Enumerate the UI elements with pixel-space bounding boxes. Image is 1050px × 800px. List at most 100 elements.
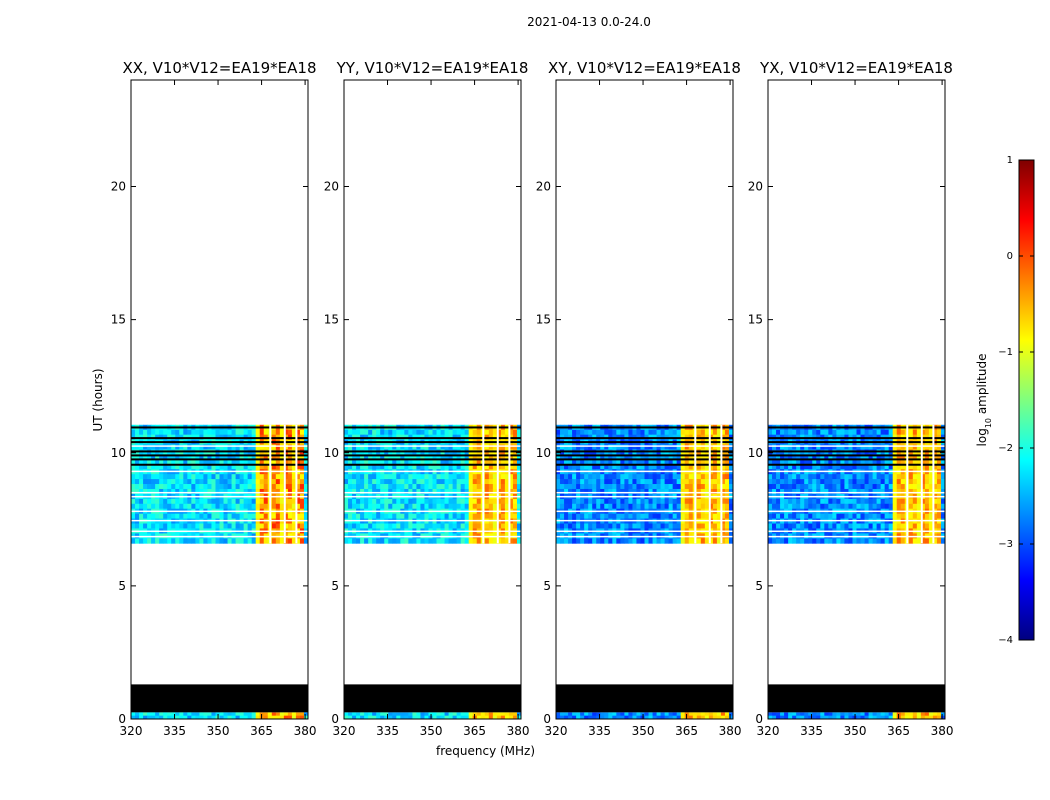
- heatmap-cell: [251, 459, 257, 465]
- heatmap-cell: [291, 488, 297, 495]
- heatmap-cell: [215, 459, 220, 465]
- gap-line: [131, 510, 308, 513]
- heatmap-cell: [243, 444, 249, 450]
- heatmap-cell: [191, 498, 196, 505]
- heatmap-cell: [844, 459, 849, 465]
- heatmap-cell: [376, 464, 381, 470]
- heatmap-cell: [516, 513, 522, 519]
- heatmap-cell: [832, 429, 837, 436]
- heatmap-cell: [303, 454, 309, 460]
- heatmap-cell: [215, 474, 220, 480]
- heatmap-cell: [400, 459, 405, 465]
- heatmap-cell: [492, 454, 498, 460]
- heatmap-cell: [287, 523, 293, 529]
- heatmap-cell: [143, 523, 148, 529]
- heatmap-cell: [167, 444, 172, 450]
- heatmap-cell: [179, 479, 184, 485]
- heatmap-cell: [676, 459, 682, 465]
- heatmap-cell: [412, 444, 417, 450]
- heatmap-cell: [560, 454, 565, 460]
- heatmap-cell: [159, 712, 164, 717]
- heatmap-cell: [131, 488, 136, 495]
- heatmap-cell: [364, 474, 369, 480]
- heatmap-cell: [776, 715, 781, 720]
- heatmap-cell: [303, 712, 309, 717]
- heatmap-cell: [380, 479, 385, 485]
- heatmap-cell: [580, 479, 585, 485]
- heatmap-cell: [211, 474, 216, 480]
- heatmap-cell: [880, 498, 886, 505]
- heatmap-cell: [836, 498, 841, 505]
- x-tick-label: 380: [294, 724, 317, 738]
- heatmap-cell: [215, 479, 220, 485]
- channel-gap: [269, 424, 272, 544]
- heatmap-cell: [580, 459, 585, 465]
- heatmap-cell: [712, 459, 718, 465]
- heatmap-cell: [360, 479, 365, 485]
- heatmap-cell: [352, 459, 357, 465]
- heatmap-cell: [596, 444, 601, 450]
- heatmap-cell: [460, 538, 466, 544]
- heatmap-cell: [372, 715, 377, 720]
- heatmap-cell: [488, 503, 494, 510]
- heatmap-cell: [608, 712, 613, 717]
- heatmap-cell: [211, 488, 216, 495]
- heatmap-cell: [388, 429, 393, 436]
- heatmap-cell: [187, 712, 192, 717]
- heatmap-cell: [728, 513, 734, 519]
- heatmap-cell: [632, 715, 637, 720]
- heatmap-cell: [496, 538, 502, 544]
- heatmap-cell: [840, 429, 845, 436]
- heatmap-cell: [135, 479, 140, 485]
- heatmap-cell: [864, 454, 869, 460]
- heatmap-cell: [235, 479, 241, 485]
- heatmap-cell: [139, 464, 144, 470]
- heatmap-cell: [612, 444, 617, 450]
- heatmap-cell: [588, 444, 593, 450]
- heatmap-cell: [828, 484, 833, 490]
- heatmap-cell: [780, 715, 785, 720]
- heatmap-cell: [271, 488, 277, 495]
- heatmap-cell: [364, 464, 369, 470]
- heatmap-cell: [388, 538, 393, 544]
- heatmap-cell: [788, 459, 793, 465]
- heatmap-cell: [912, 488, 918, 495]
- heatmap-cell: [712, 479, 718, 485]
- heatmap-cell: [215, 523, 220, 529]
- heatmap-cell: [247, 538, 253, 544]
- heatmap-cell: [656, 479, 661, 485]
- heatmap-cell: [456, 444, 462, 450]
- heatmap-cell: [360, 444, 365, 450]
- heatmap-cell: [187, 459, 192, 465]
- heatmap-cell: [848, 523, 853, 529]
- heatmap-cell: [143, 488, 148, 495]
- heatmap-cell: [912, 538, 918, 544]
- heatmap-cell: [812, 444, 817, 450]
- heatmap-cell: [227, 459, 232, 465]
- heatmap-cell: [776, 712, 781, 717]
- heatmap-cell: [780, 513, 785, 519]
- heatmap-cell: [167, 479, 172, 485]
- heatmap-cell: [908, 484, 914, 490]
- heatmap-cell: [880, 503, 886, 510]
- heatmap-cell: [588, 479, 593, 485]
- heatmap-cell: [303, 444, 309, 450]
- heatmap-cell: [776, 503, 781, 510]
- heatmap-cell: [776, 429, 781, 436]
- heatmap-cell: [135, 523, 140, 529]
- heatmap-cell: [348, 712, 353, 717]
- heatmap-cell: [484, 715, 490, 720]
- heatmap-cell: [440, 715, 445, 720]
- heatmap-cell: [668, 479, 674, 485]
- heatmap-cell: [388, 503, 393, 510]
- heatmap-cell: [712, 523, 718, 529]
- heatmap-cell: [612, 474, 617, 480]
- heatmap-cell: [620, 484, 625, 490]
- heatmap-cell: [880, 513, 886, 519]
- heatmap-cell: [372, 498, 377, 505]
- heatmap-cell: [135, 538, 140, 544]
- heatmap-cell: [600, 715, 605, 720]
- heatmap-cell: [171, 503, 176, 510]
- heatmap-cell: [207, 715, 212, 720]
